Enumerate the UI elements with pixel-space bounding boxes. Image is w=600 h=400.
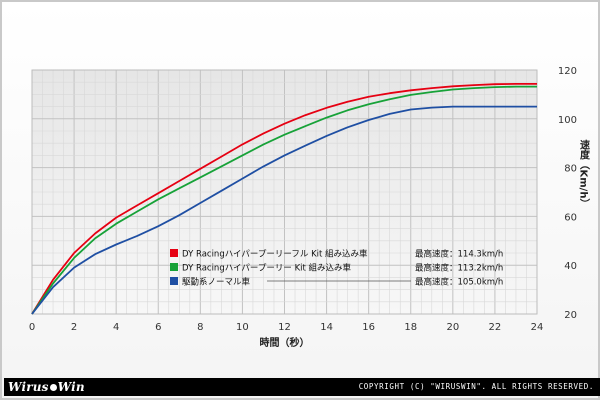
series-line-1 <box>31 83 537 315</box>
legend-label-3: 駆動系ノーマル車 <box>182 277 251 288</box>
speed-chart: 0 2 4 6 8 10 12 14 16 18 20 22 2420406080100120時間（秒）… <box>29 66 591 349</box>
x-tick-label: 0 <box>29 322 35 333</box>
x-tick-label: 16 <box>362 322 375 333</box>
footer-bar: Wirus Win COPYRIGHT (C) "WIRUSWIN". ALL R… <box>4 378 600 396</box>
x-tick-label: 2 <box>71 322 77 333</box>
legend-swatch-2 <box>170 263 178 271</box>
legend-swatch-3 <box>170 277 178 285</box>
y-axis-label: 速度（Km/h） <box>578 138 591 208</box>
y-tick-label: 100 <box>558 115 577 126</box>
x-tick-label: 24 <box>531 322 544 333</box>
legend-label-2: DY Racingハイパープーリー Kit 組み込み車 <box>182 263 352 274</box>
x-tick-label: 20 <box>446 322 459 333</box>
y-tick-label: 60 <box>564 212 577 223</box>
brand-logo: Wirus Win <box>8 380 85 394</box>
x-tick-label: 14 <box>320 322 333 333</box>
x-tick-label: 4 <box>113 322 119 333</box>
x-tick-label: 6 <box>155 322 161 333</box>
x-axis-label: 時間（秒） <box>260 336 310 349</box>
y-tick-label: 80 <box>564 164 577 175</box>
legend-value-3: 最高速度：105.0km/h <box>415 277 503 288</box>
x-tick-label: 12 <box>278 322 291 333</box>
copyright-text: COPYRIGHT (C) "WIRUSWIN". ALL RIGHTS RES… <box>358 382 594 391</box>
y-tick-label: 40 <box>564 261 577 272</box>
plot-border <box>31 69 538 315</box>
y-tick-label: 120 <box>558 66 577 77</box>
series-line-2 <box>31 85 537 315</box>
legend-value-2: 最高速度：113.2km/h <box>415 263 503 274</box>
y-tick-label: 20 <box>564 310 577 321</box>
x-tick-label: 8 <box>197 322 203 333</box>
series-line-3 <box>31 105 537 315</box>
legend-swatch-1 <box>170 249 178 257</box>
legend-label-1: DY Racingハイパープーリーフル Kit 組み込み車 <box>182 249 368 260</box>
x-tick-label: 10 <box>236 322 249 333</box>
x-tick-label: 22 <box>489 322 502 333</box>
legend-value-1: 最高速度：114.3km/h <box>415 249 503 260</box>
x-tick-label: 18 <box>404 322 417 333</box>
